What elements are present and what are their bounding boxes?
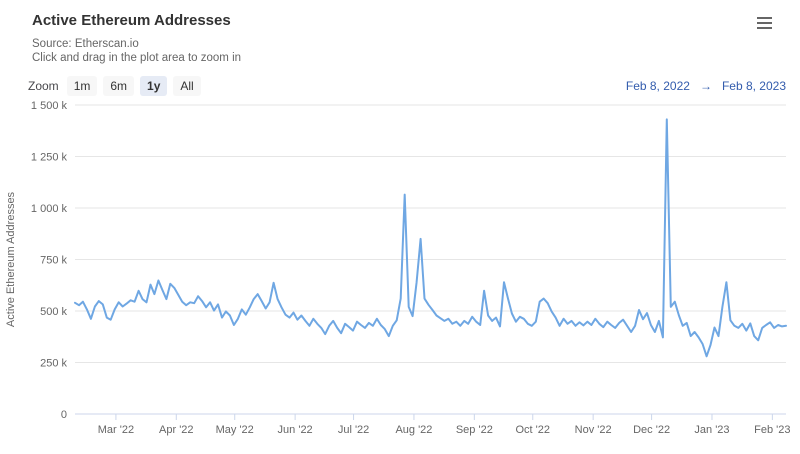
hamburger-menu-icon [757,16,772,20]
x-axis-tick-label: May '22 [216,424,254,436]
y-axis-tick-label: 500 k [40,306,67,318]
x-axis-tick-label: Feb '23 [754,424,790,436]
page-title: Active Ethereum Addresses [32,12,231,29]
range-to-date[interactable]: Feb 8, 2023 [721,79,786,93]
range-selector: Zoom 1m 6m 1y All [28,76,201,96]
x-axis-tick-label: Jul '22 [338,424,369,436]
range-arrow-separator: → [699,79,712,93]
y-axis-tick-label: 250 k [40,358,67,370]
zoom-button-all[interactable]: All [173,76,201,96]
x-axis-tick-label: Apr '22 [159,424,194,436]
zoom-button-1m[interactable]: 1m [66,76,98,96]
chart-subtitle: Source: Etherscan.io Click and drag in t… [32,37,241,65]
zoom-button-1y[interactable]: 1y [140,76,168,96]
x-axis-tick-label: Jan '23 [694,424,729,436]
x-axis-tick-label: Mar '22 [98,424,134,436]
zoom-button-6m[interactable]: 6m [103,76,135,96]
chart-source: Source: Etherscan.io [32,38,139,50]
x-axis-tick-label: Dec '22 [633,424,670,436]
x-axis-tick-label: Nov '22 [575,424,612,436]
plot-area[interactable] [75,105,786,414]
chart-hint: Click and drag in the plot area to zoom … [32,52,242,64]
chart-context-menu-button[interactable] [754,13,776,33]
range-from-date[interactable]: Feb 8, 2022 [625,79,690,93]
y-axis-tick-label: 750 k [40,255,67,267]
x-axis-tick-label: Sep '22 [456,424,493,436]
y-axis-tick-label: 0 [61,409,67,421]
zoom-label: Zoom [28,79,59,93]
y-axis-title: Active Ethereum Addresses [5,191,17,327]
x-axis-tick-label: Aug '22 [395,424,432,436]
zoom-buttons-group: 1m 6m 1y All [66,76,201,96]
x-axis-tick-label: Oct '22 [516,424,551,436]
series-line [74,118,787,358]
y-axis-tick-label: 1 000 k [31,203,68,215]
date-range-display: Feb 8, 2022 → Feb 8, 2023 [626,79,786,93]
y-axis-tick-label: 1 250 k [31,152,68,164]
x-axis-tick-label: Jun '22 [278,424,313,436]
y-axis-tick-label: 1 500 k [31,100,68,112]
